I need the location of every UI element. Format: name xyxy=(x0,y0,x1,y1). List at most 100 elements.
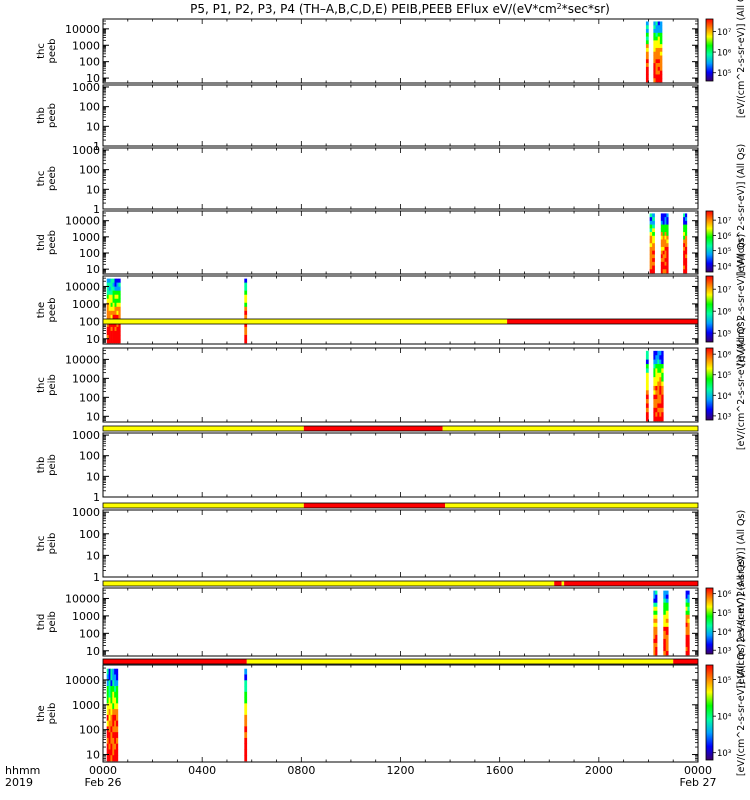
spectrogram-cell xyxy=(655,610,658,616)
spectrogram-cell xyxy=(106,278,109,283)
panel-tha-peeb: 10000 1000 100 10 thcpeeb 10⁷ 10⁶ 10⁵ xyxy=(36,18,732,85)
spectrogram-cell xyxy=(118,310,121,316)
spectrogram-cell xyxy=(649,243,653,248)
spectrogram-cell xyxy=(657,78,661,83)
spectrogram-cell xyxy=(665,590,669,595)
spectrogram-cell xyxy=(114,302,117,308)
spectrogram-cell xyxy=(653,40,656,45)
spectrogram-cell xyxy=(657,359,660,365)
spectrogram-cell xyxy=(663,590,667,595)
y-tick-label: 100 xyxy=(79,56,100,69)
spectrogram-cell xyxy=(653,63,656,68)
spectrogram-cell xyxy=(655,32,659,37)
spectrogram-cell xyxy=(653,66,656,71)
spectrogram-cell xyxy=(653,412,656,417)
spectrogram-cell xyxy=(660,239,663,244)
spectrogram-cell xyxy=(108,691,111,698)
flag-bar-segment xyxy=(673,659,698,664)
colorbar-unit-label: [eV/(cm^2-s-sr-eV)] (All Qs) xyxy=(736,234,747,366)
spectrogram-cell xyxy=(685,618,688,624)
spectrogram-cell xyxy=(108,732,111,739)
spectrogram-cell xyxy=(655,412,658,417)
x-date-label: Feb 26 xyxy=(85,776,122,789)
spectrogram-cell xyxy=(684,265,688,270)
panel-label: thdpeeb xyxy=(36,230,58,255)
y-tick-label: 1000 xyxy=(72,699,100,712)
spectrogram-cell xyxy=(114,322,117,328)
panel-frame xyxy=(102,18,699,84)
spectrogram-cell xyxy=(655,70,659,75)
spectrogram-cell xyxy=(244,674,248,681)
spectrogram-cell xyxy=(683,250,686,255)
spectrogram-cell xyxy=(244,749,248,756)
spectrogram-cell xyxy=(649,217,653,222)
spectrogram-cell xyxy=(108,703,111,710)
spectrogram-cell xyxy=(652,243,655,248)
y-tick-label: 1000 xyxy=(72,429,100,442)
spectrogram-cell xyxy=(659,32,663,37)
spectrogram-cell xyxy=(114,326,117,332)
spectrogram-cell xyxy=(687,590,690,595)
spectrogram-cell xyxy=(685,590,688,595)
spectrogram-cell xyxy=(244,737,248,744)
spectrogram-cell xyxy=(662,254,665,259)
spectrogram-cell xyxy=(116,749,119,756)
spectrogram-cell xyxy=(684,250,688,255)
spectrogram-cell xyxy=(653,372,656,378)
spectrogram-cell xyxy=(661,407,664,413)
spectrogram-cell xyxy=(645,381,649,387)
spectrogram-cell xyxy=(683,239,686,244)
spectrogram-cell xyxy=(649,254,653,259)
spectrogram-cell xyxy=(118,314,121,320)
spectrogram-cell xyxy=(684,217,688,222)
spectrogram-cell xyxy=(661,416,664,422)
spectrogram-cell xyxy=(653,614,656,620)
spectrogram-cell xyxy=(649,261,653,266)
panel-frame xyxy=(102,210,699,275)
spectrogram-cell xyxy=(112,668,115,675)
y-tick-label: 100 xyxy=(79,724,100,737)
spectrogram-cell xyxy=(116,720,119,727)
spectrogram-cell xyxy=(645,47,649,53)
spectrogram-cell xyxy=(110,278,113,283)
colorbar-label: 10⁵ xyxy=(717,69,731,79)
spectrogram-cell xyxy=(114,334,117,340)
spectrogram-cell xyxy=(663,626,667,632)
panel-thd-peeb: 10000 1000 100 10 thdpeeb 10⁷ 10⁶ 10⁵ 10⁴ xyxy=(36,210,732,276)
spectrogram-cell xyxy=(106,282,109,287)
spectrogram-cell xyxy=(664,228,667,233)
panel-thc-peib: 1000 100 10 1 thcpeib xyxy=(36,506,699,587)
spectrogram-cell xyxy=(108,278,111,283)
spectrogram-cell xyxy=(645,40,649,45)
panel-label: thcpeib xyxy=(36,533,58,555)
spectrogram-cell xyxy=(106,306,109,312)
spectrogram-cell xyxy=(652,228,655,233)
spectrogram-cell xyxy=(649,232,653,237)
spectrogram-cell xyxy=(112,680,115,687)
spectrogram-cell xyxy=(665,642,669,648)
spectrogram-cell xyxy=(685,602,688,608)
spectrogram-cell xyxy=(684,239,688,244)
spectrogram-cell xyxy=(659,63,663,68)
spectrogram-cell xyxy=(653,25,656,30)
spectrogram-cell xyxy=(687,638,690,644)
spectrogram-cell xyxy=(110,749,113,756)
spectrogram-cell xyxy=(112,732,115,739)
spectrogram-cell xyxy=(687,614,690,620)
spectrogram-cell xyxy=(645,36,649,41)
spectrogram-cell xyxy=(108,326,111,332)
spectrogram-cell xyxy=(685,614,688,620)
spectrogram-cell xyxy=(659,74,663,79)
spectrogram-cell xyxy=(660,243,663,248)
spectrogram-cell xyxy=(108,314,111,320)
spectrogram-cell xyxy=(655,21,659,26)
colorbar-label: 10³ xyxy=(717,749,731,759)
spectrogram-cell xyxy=(665,622,669,628)
colorbar xyxy=(705,587,714,655)
x-tick-label: 0000 xyxy=(89,764,117,777)
spectrogram-cell xyxy=(685,594,688,599)
spectrogram-cell xyxy=(652,213,655,218)
y-tick-label: 10 xyxy=(86,470,100,483)
spectrogram-cell xyxy=(112,749,115,756)
spectrogram-cell xyxy=(244,686,248,693)
